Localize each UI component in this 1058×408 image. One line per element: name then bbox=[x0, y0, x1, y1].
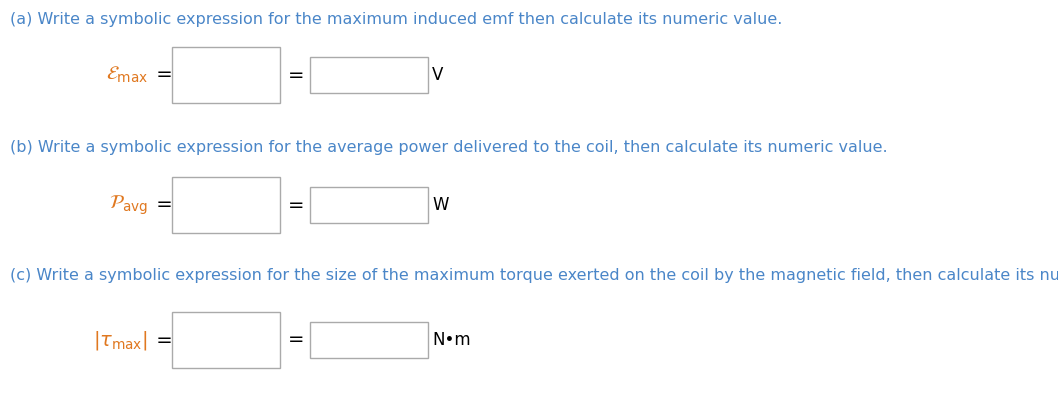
Text: W: W bbox=[432, 196, 449, 214]
Text: (c) Write a symbolic expression for the size of the maximum torque exerted on th: (c) Write a symbolic expression for the … bbox=[10, 268, 1058, 283]
Text: (a) Write a symbolic expression for the maximum induced emf then calculate its n: (a) Write a symbolic expression for the … bbox=[10, 12, 782, 27]
Text: N•m: N•m bbox=[432, 331, 471, 349]
FancyBboxPatch shape bbox=[172, 177, 280, 233]
FancyBboxPatch shape bbox=[310, 187, 428, 223]
Text: =: = bbox=[150, 66, 172, 84]
Text: $\mathcal{P}_{\mathrm{avg}}$: $\mathcal{P}_{\mathrm{avg}}$ bbox=[109, 193, 148, 217]
FancyBboxPatch shape bbox=[310, 57, 428, 93]
FancyBboxPatch shape bbox=[172, 47, 280, 103]
Text: (b) Write a symbolic expression for the average power delivered to the coil, the: (b) Write a symbolic expression for the … bbox=[10, 140, 888, 155]
Text: =: = bbox=[150, 330, 172, 350]
Text: $\mathcal{E}_{\mathrm{max}}$: $\mathcal{E}_{\mathrm{max}}$ bbox=[106, 65, 148, 85]
FancyBboxPatch shape bbox=[172, 312, 280, 368]
FancyBboxPatch shape bbox=[310, 322, 428, 358]
Text: =: = bbox=[288, 195, 305, 215]
Text: =: = bbox=[288, 66, 305, 84]
Text: =: = bbox=[288, 330, 305, 350]
Text: =: = bbox=[150, 195, 172, 215]
Text: $|\tau_{\mathrm{max}}|$: $|\tau_{\mathrm{max}}|$ bbox=[93, 328, 148, 352]
Text: V: V bbox=[432, 66, 443, 84]
